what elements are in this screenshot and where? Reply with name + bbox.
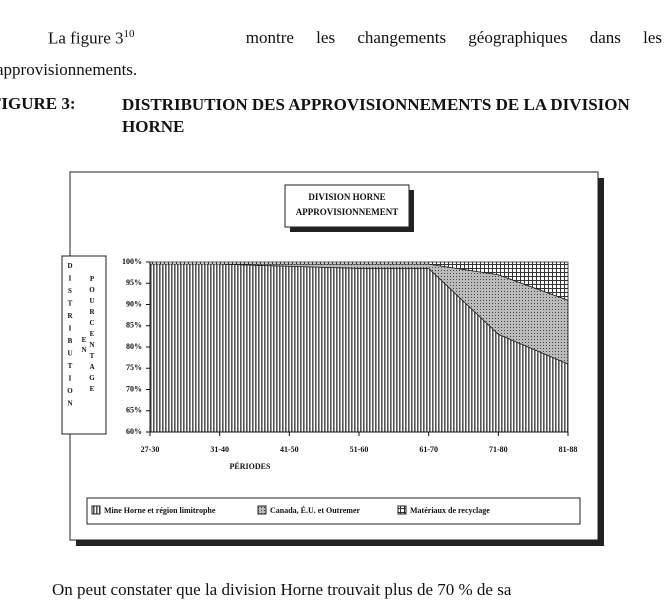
footnote-ref: 10 [123, 28, 135, 40]
figure-label: FIGURE 3: [0, 94, 76, 113]
x-tick-label: 71-80 [489, 445, 508, 454]
y-label-box [61, 255, 107, 435]
y-tick-label: 90% [126, 299, 142, 308]
legend-label: Matériaux de recyclage [410, 506, 490, 515]
x-tick-label: 51-60 [350, 445, 369, 454]
text: La figure 3 [48, 28, 124, 48]
y-tick-label: 75% [126, 363, 142, 372]
legend-label: Canada, É.U. et Outremer [270, 505, 361, 515]
x-tick-label: 81-88 [559, 445, 578, 454]
y-tick-label: 85% [126, 321, 142, 330]
legend-swatch [397, 505, 407, 515]
legend-label: Mine Horne et région limitrophe [104, 506, 216, 515]
x-tick-label: 31-40 [210, 445, 229, 454]
legend [86, 497, 581, 525]
x-axis-title: PÉRIODES [230, 461, 271, 471]
paragraph-start: La figure 310 [48, 28, 135, 49]
text: montre les changements géographiques dan… [245, 28, 662, 47]
y-tick-label: 100% [122, 257, 142, 266]
chart-title: APPROVISIONNEMENT [296, 207, 399, 217]
legend-swatch [257, 505, 267, 515]
x-tick-label: 61-70 [419, 445, 438, 454]
area [149, 261, 569, 301]
figure-caption: DISTRIBUTION DES APPROVISIONNEMENTS DE L… [122, 95, 630, 136]
title-box [284, 184, 410, 228]
y-tick-label: 80% [126, 342, 142, 351]
legend-swatch [91, 505, 101, 515]
y-tick-label: 65% [126, 406, 142, 415]
x-tick-label: 27-30 [141, 445, 160, 454]
text: approvisionnements. [0, 60, 138, 79]
text: On peut constater que la division Horne … [52, 580, 512, 599]
chart-title: DIVISION HORNE [308, 192, 385, 202]
y-tick-label: 70% [126, 384, 142, 393]
x-tick-label: 41-50 [280, 445, 299, 454]
paragraph-line: La figure 310 montre les changements géo… [48, 28, 662, 49]
y-tick-label: 95% [126, 278, 142, 287]
y-tick-label: 60% [126, 427, 142, 436]
